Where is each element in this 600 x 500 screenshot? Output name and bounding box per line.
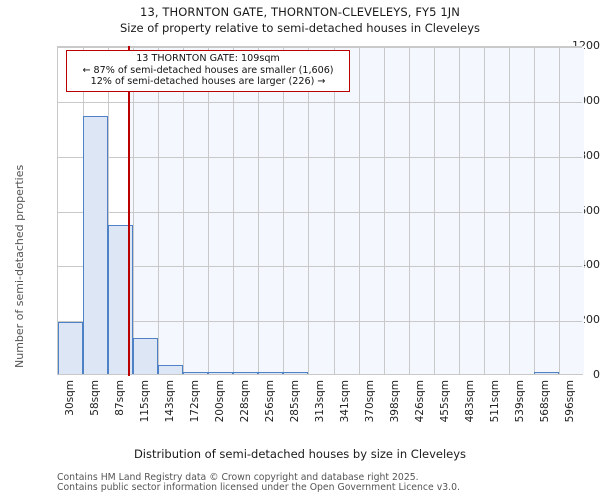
gridline — [283, 47, 285, 374]
gridline — [533, 47, 535, 374]
x-tick-text: 313sqm — [314, 380, 326, 423]
histogram-bar — [58, 321, 84, 374]
gridline — [408, 47, 410, 374]
annotation-line-3: 12% of semi-detached houses are larger (… — [90, 76, 326, 88]
histogram-bar — [233, 372, 259, 374]
x-tick-text: 115sqm — [138, 380, 151, 423]
annotation-line-1: 13 THORNTON GATE: 109sqm — [136, 53, 280, 64]
histogram-bar — [83, 116, 109, 374]
histogram-bar — [533, 372, 559, 374]
gridline — [58, 47, 582, 48]
x-tick-text: 285sqm — [288, 380, 301, 423]
gridline — [258, 47, 260, 374]
x-axis-label: Distribution of semi-detached houses by … — [133, 447, 467, 461]
x-tick-text: 596sqm — [564, 380, 577, 423]
gridline — [58, 156, 582, 158]
y-tick-label: 200 — [579, 313, 600, 327]
footer-line-1: Contains HM Land Registry data © Crown c… — [57, 472, 419, 483]
gridline — [358, 47, 360, 374]
x-tick-text: 341sqm — [339, 380, 352, 423]
y-axis-label: Number of semi-detached properties — [13, 164, 26, 368]
gridline — [108, 47, 110, 374]
property-marker-line — [127, 46, 130, 376]
page-subtitle: Size of property relative to semi-detach… — [119, 21, 481, 35]
x-tick-text: 398sqm — [389, 380, 402, 423]
gridline — [433, 47, 435, 374]
x-tick-text: 143sqm — [163, 380, 176, 423]
y-tick-label: 600 — [579, 203, 600, 217]
gridline — [158, 47, 160, 374]
y-tick-label: 800 — [579, 148, 600, 162]
histogram-bar — [283, 372, 309, 374]
annotation-line-2: ← 87% of semi-detached houses are smalle… — [82, 64, 334, 76]
larger-region-shading — [127, 47, 584, 374]
histogram-bar — [158, 364, 184, 374]
chart-plot-area — [57, 46, 584, 376]
histogram-bar — [258, 372, 284, 374]
gridline — [333, 47, 335, 374]
histogram-bar — [183, 371, 209, 374]
gridline — [233, 47, 235, 374]
histogram-bar — [133, 338, 159, 374]
x-tick-text: 511sqm — [489, 380, 502, 423]
y-tick-label: 0 — [593, 368, 600, 381]
gridline — [508, 47, 510, 374]
x-tick-text: 87sqm — [113, 380, 126, 416]
gridline — [458, 47, 460, 374]
gridline — [58, 101, 582, 103]
gridline — [58, 266, 582, 268]
x-tick-text: 568sqm — [539, 380, 552, 423]
gridline — [483, 47, 485, 374]
gridline — [208, 47, 210, 374]
property-annotation-box: 13 THORNTON GATE: 109sqm ← 87% of semi-d… — [66, 50, 350, 92]
x-tick-text: 539sqm — [514, 380, 527, 423]
x-tick-text: 228sqm — [238, 380, 251, 423]
footer-line-2: Contains public sector information licen… — [57, 482, 460, 493]
gridline — [58, 211, 582, 213]
x-tick-text: 200sqm — [213, 380, 226, 423]
page-title: 13, THORNTON GATE, THORNTON-CLEVELEYS, F… — [140, 5, 460, 19]
x-tick-text: 256sqm — [263, 380, 276, 423]
y-tick-label: 400 — [579, 258, 600, 272]
gridline — [308, 47, 310, 374]
gridline — [383, 47, 385, 374]
x-tick-text: 426sqm — [414, 380, 427, 423]
x-tick-text: 455sqm — [439, 380, 452, 423]
gridline — [183, 47, 185, 374]
gridline — [558, 47, 560, 374]
gridline — [133, 47, 135, 374]
x-tick-text: 172sqm — [188, 380, 201, 423]
gridline — [58, 321, 582, 323]
x-tick-text: 370sqm — [364, 380, 377, 423]
x-tick-text: 58sqm — [88, 380, 101, 416]
x-tick-text: 30sqm — [63, 380, 76, 416]
x-tick-text: 483sqm — [464, 380, 477, 423]
histogram-bar — [208, 372, 234, 374]
